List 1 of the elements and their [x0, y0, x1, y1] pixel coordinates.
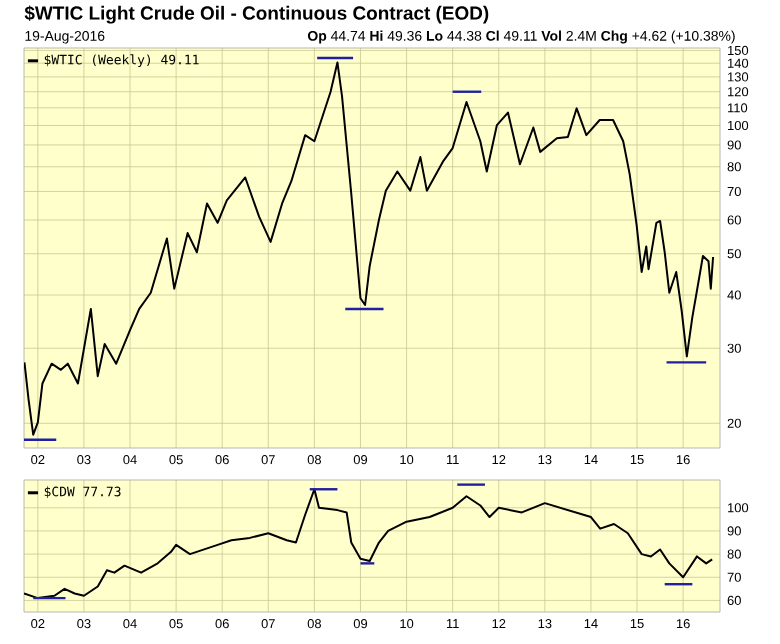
chart-title: $WTIC Light Crude Oil - Continuous Contract (EOD) — [24, 5, 489, 24]
